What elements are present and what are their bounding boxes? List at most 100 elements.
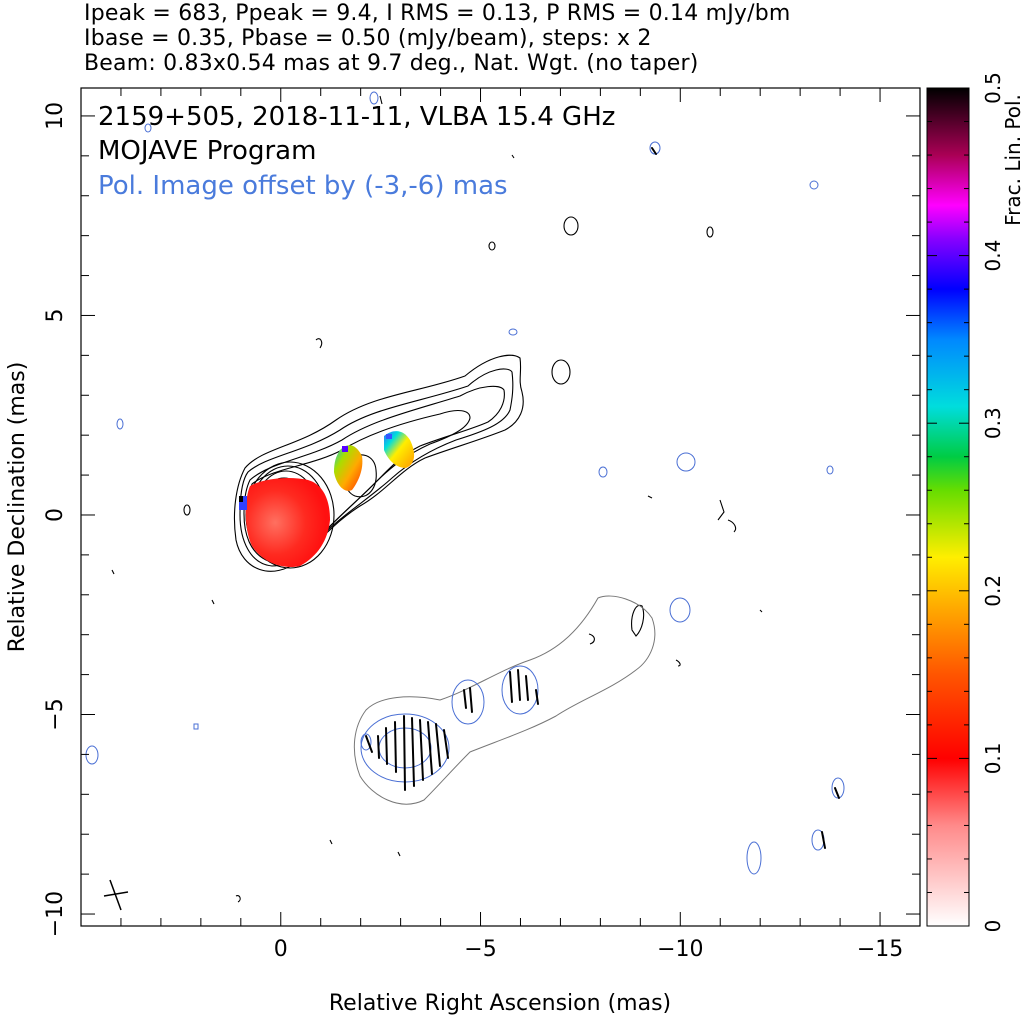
y-axis-ticks xyxy=(81,115,920,915)
pol-contour-small xyxy=(809,180,819,190)
noise-contour xyxy=(706,226,714,238)
pol-contour-small xyxy=(598,466,608,478)
intensity-contour-3 xyxy=(243,385,505,563)
fpol-core-edge xyxy=(239,496,247,510)
plot-content xyxy=(85,91,845,911)
noise-contour xyxy=(397,851,401,857)
evpa-vector xyxy=(419,719,424,781)
evpa-vector xyxy=(435,723,441,767)
pol-contour-small xyxy=(508,328,518,336)
evpa-vector xyxy=(365,735,373,753)
colorbar-tick-label: 0.3 xyxy=(981,407,1005,439)
noise-contour xyxy=(488,241,496,251)
evpa-vector xyxy=(403,715,406,791)
noise-contour xyxy=(379,95,383,105)
x-tick-label: −15 xyxy=(857,937,903,962)
noise-contour xyxy=(717,499,725,521)
fpol-knot-2 xyxy=(384,431,415,468)
pol-contour-small xyxy=(676,452,696,472)
intensity-contours xyxy=(111,95,763,903)
y-tick-label: 0 xyxy=(43,508,68,522)
intensity-contour-outer xyxy=(233,354,524,572)
noise-contour xyxy=(551,359,571,385)
noise-contour xyxy=(329,839,333,845)
pol-contour-small xyxy=(193,723,199,730)
noise-contour xyxy=(675,659,681,667)
pol-contour-knot-1 xyxy=(451,679,485,725)
evpa-vector xyxy=(525,675,529,701)
y-tick-label: −5 xyxy=(43,698,68,730)
noise-contour xyxy=(588,633,595,645)
colorbar-label: Frac. Lin. Pol. xyxy=(1001,94,1025,226)
pol-contour-small xyxy=(116,418,124,430)
source-title: 2159+505, 2018-11-11, VLBA 15.4 GHz xyxy=(98,102,616,132)
evpa-vector xyxy=(517,669,521,701)
pol-contour-small xyxy=(669,597,691,623)
evpa-vector xyxy=(411,717,415,787)
evpa-vector xyxy=(463,689,467,709)
stats-line-2: Ibase = 0.35, Pbase = 0.50 (mJy/beam), s… xyxy=(84,26,652,51)
pol-contour-knot-2 xyxy=(501,665,539,715)
pol-contour-small xyxy=(826,465,834,475)
x-axis-label: Relative Right Ascension (mas) xyxy=(329,991,671,1016)
noise-contour xyxy=(511,154,515,159)
evpa-vectors xyxy=(365,147,840,849)
pol-contour-small xyxy=(746,841,762,875)
fractional-pol-overlay xyxy=(239,431,415,568)
colorbar-tick-label: 0.2 xyxy=(981,575,1005,607)
y-tick-label: −10 xyxy=(43,891,68,937)
evpa-vector xyxy=(535,689,539,705)
evpa-vector xyxy=(821,831,826,849)
noise-contour xyxy=(759,609,763,613)
program-label: MOJAVE Program xyxy=(98,136,317,166)
x-tick-label: 0 xyxy=(274,937,288,962)
colorbar-tick-label: 0 xyxy=(981,920,1005,933)
colorbar-tick-label: 0.4 xyxy=(981,240,1005,272)
fpol-knot-1 xyxy=(334,445,363,491)
y-tick-label: 10 xyxy=(43,102,68,130)
evpa-vector xyxy=(377,735,380,759)
noise-contour xyxy=(183,504,191,516)
pol-offset-note: Pol. Image offset by (-3,-6) mas xyxy=(98,171,508,201)
pol-contour-small xyxy=(144,123,152,133)
colorbar-ticks xyxy=(927,87,969,927)
y-tick-label: 5 xyxy=(43,308,68,322)
noise-contour xyxy=(631,604,645,637)
pol-contour-small xyxy=(85,745,99,765)
evpa-vector xyxy=(427,721,433,775)
noise-contour xyxy=(211,599,215,605)
y-axis-tick-labels: 10 5 0 −5 −10 xyxy=(43,102,68,937)
stats-line-1: Ipeak = 683, Ppeak = 9.4, I RMS = 0.13, … xyxy=(84,1,791,26)
x-axis-tick-labels: 0 −5 −10 −15 xyxy=(274,937,904,962)
noise-contour xyxy=(111,569,115,575)
plot-frame xyxy=(80,87,921,927)
x-axis-ticks xyxy=(120,88,921,926)
evpa-vector xyxy=(651,147,657,155)
x-tick-label: −10 xyxy=(657,937,703,962)
evpa-vector xyxy=(509,671,513,703)
colorbar-tick-label: 0.5 xyxy=(981,72,1005,104)
noise-contour xyxy=(563,216,579,236)
evpa-vector xyxy=(834,787,840,799)
pol-contour-small xyxy=(369,91,379,105)
colorbar-tick-labels: 0 0.1 0.2 0.3 0.4 0.5 xyxy=(981,72,1005,932)
fpol-core-region xyxy=(245,478,330,568)
evpa-vector xyxy=(443,729,449,759)
beam-symbol xyxy=(103,879,129,911)
colorbar xyxy=(926,87,970,927)
stats-line-3: Beam: 0.83x0.54 mas at 9.7 deg., Nat. Wg… xyxy=(84,51,699,76)
evpa-vector xyxy=(469,687,473,713)
colorbar-tick-label: 0.1 xyxy=(981,742,1005,774)
evpa-vector xyxy=(394,721,397,773)
noise-contour xyxy=(727,519,737,533)
y-axis-label: Relative Declination (mas) xyxy=(5,362,30,653)
evpa-vector xyxy=(385,727,388,765)
pol-contour-small xyxy=(360,733,372,751)
pol-contour-outer xyxy=(353,595,656,805)
noise-contour xyxy=(315,338,323,349)
noise-contour xyxy=(647,495,653,499)
noise-contour xyxy=(235,895,241,903)
pol-offset-contours xyxy=(85,91,845,875)
intensity-contour-2 xyxy=(239,368,514,567)
